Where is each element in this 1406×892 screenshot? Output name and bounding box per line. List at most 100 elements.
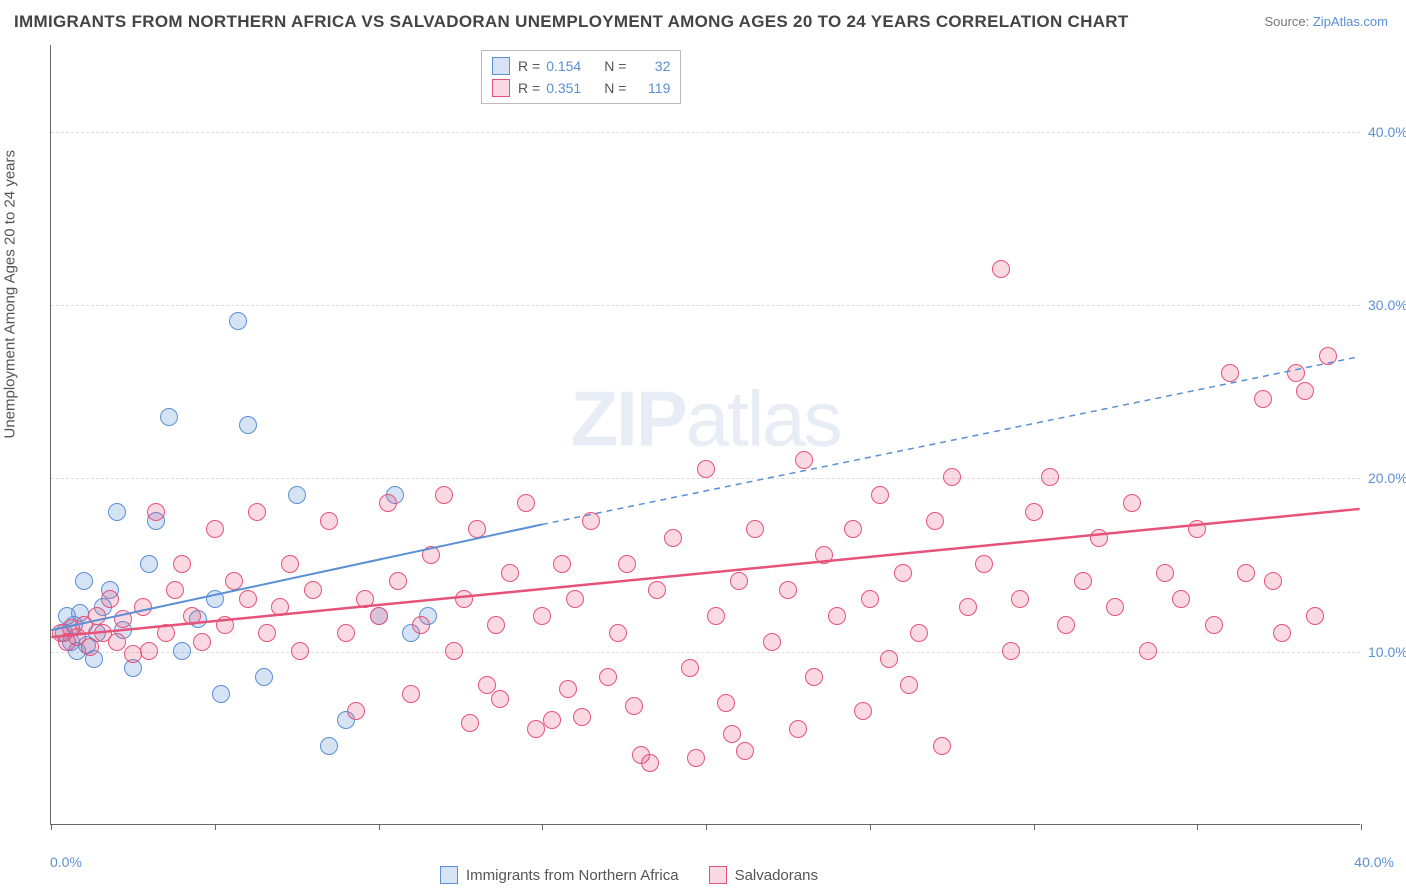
scatter-point xyxy=(81,638,99,656)
scatter-point xyxy=(1306,607,1324,625)
scatter-point xyxy=(320,737,338,755)
x-tick-label-min: 0.0% xyxy=(50,854,82,870)
chart-title: IMMIGRANTS FROM NORTHERN AFRICA VS SALVA… xyxy=(14,12,1129,32)
scatter-point xyxy=(239,416,257,434)
y-axis-label: Unemployment Among Ages 20 to 24 years xyxy=(2,150,19,439)
legend-R-label: R = xyxy=(518,80,540,96)
scatter-point xyxy=(1011,590,1029,608)
scatter-point xyxy=(225,572,243,590)
y-tick-label: 10.0% xyxy=(1368,644,1406,660)
scatter-point xyxy=(281,555,299,573)
watermark-light: atlas xyxy=(686,374,841,462)
scatter-point xyxy=(501,564,519,582)
scatter-point xyxy=(527,720,545,738)
scatter-point xyxy=(461,714,479,732)
scatter-point xyxy=(1264,572,1282,590)
scatter-point xyxy=(1296,382,1314,400)
legend-series-label: Salvadorans xyxy=(735,867,818,884)
trend-lines-layer xyxy=(51,45,1360,824)
scatter-point xyxy=(160,408,178,426)
legend-R-label: R = xyxy=(518,58,540,74)
scatter-point xyxy=(1074,572,1092,590)
scatter-point xyxy=(763,633,781,651)
scatter-point xyxy=(183,607,201,625)
scatter-point xyxy=(114,610,132,628)
scatter-point xyxy=(910,624,928,642)
scatter-point xyxy=(789,720,807,738)
scatter-point xyxy=(828,607,846,625)
scatter-point xyxy=(134,598,152,616)
legend-item: Salvadorans xyxy=(709,866,818,884)
scatter-point xyxy=(255,668,273,686)
scatter-point xyxy=(723,725,741,743)
watermark-bold: ZIP xyxy=(570,374,685,462)
scatter-point xyxy=(1273,624,1291,642)
scatter-point xyxy=(1254,390,1272,408)
y-tick-label: 40.0% xyxy=(1368,124,1406,140)
scatter-point xyxy=(880,650,898,668)
scatter-point xyxy=(641,754,659,772)
scatter-point xyxy=(1123,494,1141,512)
scatter-point xyxy=(140,642,158,660)
scatter-point xyxy=(166,581,184,599)
y-tick-label: 20.0% xyxy=(1368,470,1406,486)
scatter-point xyxy=(379,494,397,512)
scatter-point xyxy=(239,590,257,608)
scatter-point xyxy=(468,520,486,538)
legend-N-value: 119 xyxy=(632,80,670,96)
scatter-point xyxy=(1106,598,1124,616)
scatter-point xyxy=(304,581,322,599)
scatter-point xyxy=(697,460,715,478)
legend-R-value: 0.154 xyxy=(546,58,596,74)
scatter-point xyxy=(1041,468,1059,486)
scatter-point xyxy=(389,572,407,590)
scatter-point xyxy=(1221,364,1239,382)
scatter-point xyxy=(1205,616,1223,634)
source-link[interactable]: ZipAtlas.com xyxy=(1313,14,1388,29)
scatter-point xyxy=(229,312,247,330)
scatter-point xyxy=(1237,564,1255,582)
scatter-point xyxy=(412,616,430,634)
legend-swatch xyxy=(709,866,727,884)
scatter-point xyxy=(933,737,951,755)
scatter-point xyxy=(75,572,93,590)
grid-line xyxy=(51,478,1360,479)
scatter-point xyxy=(147,503,165,521)
legend-swatch xyxy=(492,57,510,75)
scatter-point xyxy=(455,590,473,608)
scatter-point xyxy=(871,486,889,504)
scatter-point xyxy=(609,624,627,642)
scatter-point xyxy=(805,668,823,686)
scatter-point xyxy=(445,642,463,660)
scatter-point xyxy=(664,529,682,547)
scatter-point xyxy=(140,555,158,573)
scatter-point xyxy=(975,555,993,573)
legend-N-label: N = xyxy=(604,58,626,74)
scatter-point xyxy=(573,708,591,726)
scatter-point xyxy=(648,581,666,599)
scatter-point xyxy=(844,520,862,538)
scatter-point xyxy=(1090,529,1108,547)
scatter-point xyxy=(88,607,106,625)
scatter-point xyxy=(517,494,535,512)
scatter-point xyxy=(1139,642,1157,660)
scatter-point xyxy=(926,512,944,530)
x-tick xyxy=(379,824,380,830)
scatter-point xyxy=(212,685,230,703)
scatter-point xyxy=(422,546,440,564)
scatter-point xyxy=(1188,520,1206,538)
scatter-point xyxy=(543,711,561,729)
scatter-point xyxy=(291,642,309,660)
scatter-point xyxy=(193,633,211,651)
scatter-point xyxy=(356,590,374,608)
x-tick xyxy=(870,824,871,830)
x-tick xyxy=(706,824,707,830)
scatter-point xyxy=(894,564,912,582)
legend-N-value: 32 xyxy=(632,58,670,74)
source-prefix: Source: xyxy=(1264,14,1312,29)
scatter-point xyxy=(435,486,453,504)
scatter-point xyxy=(900,676,918,694)
grid-line xyxy=(51,132,1360,133)
scatter-point xyxy=(108,633,126,651)
scatter-point xyxy=(1319,347,1337,365)
